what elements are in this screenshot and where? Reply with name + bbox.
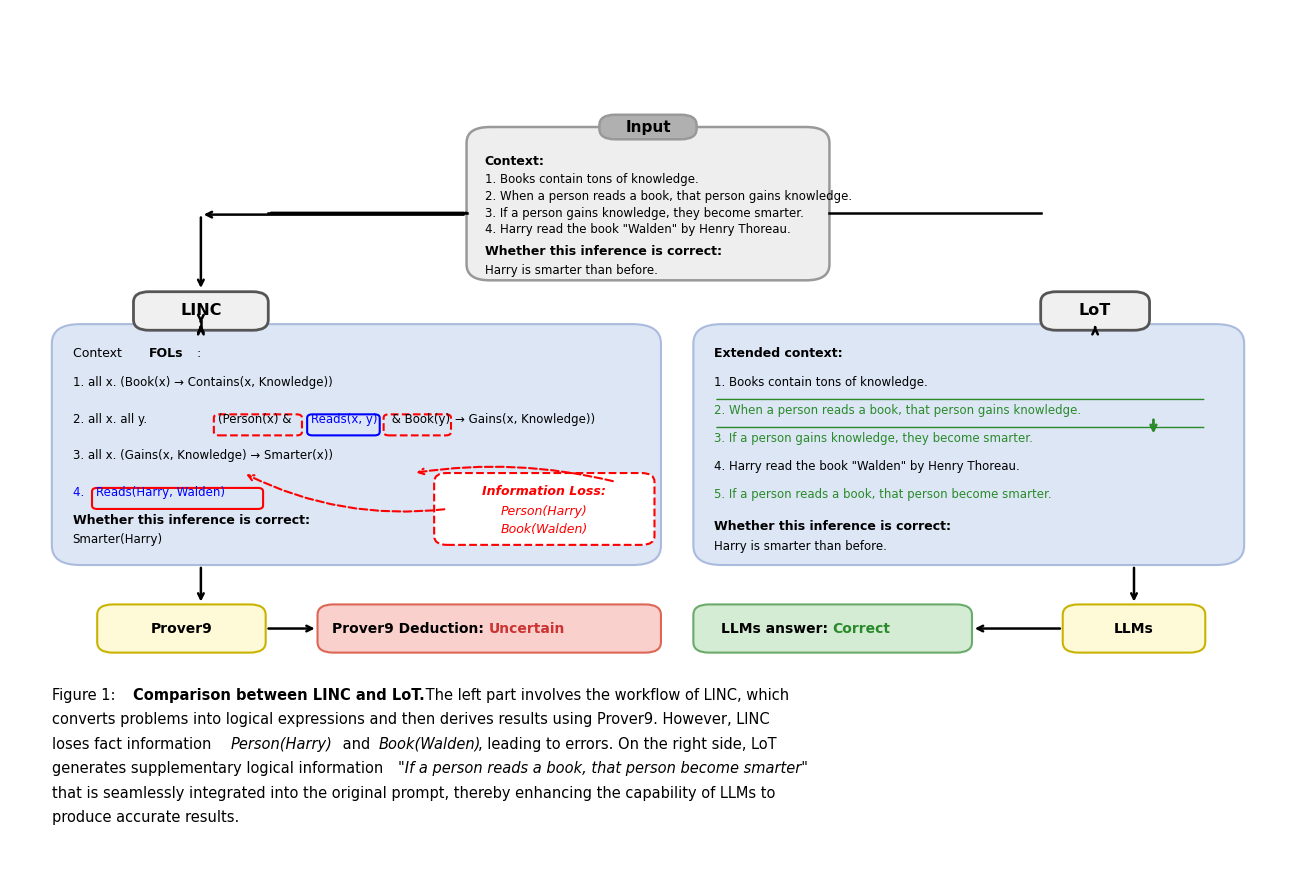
- Text: & Book(y): & Book(y): [388, 413, 450, 426]
- FancyBboxPatch shape: [1063, 604, 1205, 653]
- Text: Whether this inference is correct:: Whether this inference is correct:: [485, 245, 722, 258]
- Text: LoT: LoT: [1080, 303, 1111, 319]
- Text: 2. all x. all y.: 2. all x. all y.: [73, 413, 150, 426]
- Text: Uncertain: Uncertain: [490, 622, 565, 635]
- Text: Information Loss:: Information Loss:: [482, 485, 607, 498]
- Text: LLMs: LLMs: [1115, 622, 1153, 635]
- FancyBboxPatch shape: [133, 292, 268, 330]
- Text: FOLs: FOLs: [149, 347, 184, 360]
- Text: and: and: [338, 737, 375, 752]
- Text: 1. Books contain tons of knowledge.: 1. Books contain tons of knowledge.: [485, 173, 699, 187]
- Text: Whether this inference is correct:: Whether this inference is correct:: [73, 514, 310, 527]
- Text: Harry is smarter than before.: Harry is smarter than before.: [485, 264, 657, 277]
- FancyBboxPatch shape: [693, 604, 972, 653]
- Text: :: :: [193, 347, 201, 360]
- Text: 4. Harry read the book "Walden" by Henry Thoreau.: 4. Harry read the book "Walden" by Henry…: [714, 460, 1020, 473]
- Text: 5. If a person reads a book, that person become smarter.: 5. If a person reads a book, that person…: [714, 488, 1052, 501]
- Text: LINC: LINC: [180, 303, 222, 319]
- Text: Figure 1:: Figure 1:: [52, 688, 121, 703]
- FancyBboxPatch shape: [318, 604, 661, 653]
- Text: Whether this inference is correct:: Whether this inference is correct:: [714, 520, 951, 533]
- Text: Prover9 Deduction:: Prover9 Deduction:: [333, 622, 490, 635]
- Text: that is seamlessly integrated into the original prompt, thereby enhancing the ca: that is seamlessly integrated into the o…: [52, 786, 775, 801]
- Text: Book(Walden): Book(Walden): [500, 523, 588, 536]
- FancyBboxPatch shape: [434, 473, 654, 545]
- Text: LLMs answer:: LLMs answer:: [721, 622, 832, 635]
- Text: Reads(Harry, Walden): Reads(Harry, Walden): [96, 486, 226, 499]
- Text: Correct: Correct: [832, 622, 890, 635]
- Text: 2. When a person reads a book, that person gains knowledge.: 2. When a person reads a book, that pers…: [714, 404, 1081, 417]
- FancyBboxPatch shape: [467, 127, 829, 280]
- Text: Context:: Context:: [485, 155, 544, 168]
- FancyBboxPatch shape: [52, 324, 661, 565]
- Text: Input: Input: [625, 119, 671, 135]
- Text: 1. Books contain tons of knowledge.: 1. Books contain tons of knowledge.: [714, 376, 928, 389]
- Text: Person(Harry): Person(Harry): [231, 737, 333, 752]
- Text: 4.: 4.: [73, 486, 88, 499]
- Text: Smarter(Harry): Smarter(Harry): [73, 533, 163, 547]
- Text: Harry is smarter than before.: Harry is smarter than before.: [714, 540, 886, 553]
- Text: 4. Harry read the book "Walden" by Henry Thoreau.: 4. Harry read the book "Walden" by Henry…: [485, 223, 791, 237]
- Text: converts problems into logical expressions and then derives results using Prover: converts problems into logical expressio…: [52, 712, 770, 727]
- Text: Extended context:: Extended context:: [714, 347, 842, 360]
- Text: 1. all x. (Book(x) → Contains(x, Knowledge)): 1. all x. (Book(x) → Contains(x, Knowled…: [73, 376, 332, 389]
- Text: The left part involves the workflow of LINC, which: The left part involves the workflow of L…: [421, 688, 789, 703]
- Text: 3. all x. (Gains(x, Knowledge) → Smarter(x)): 3. all x. (Gains(x, Knowledge) → Smarter…: [73, 449, 333, 463]
- Text: Context: Context: [73, 347, 126, 360]
- Text: "If a person reads a book, that person become smarter": "If a person reads a book, that person b…: [398, 761, 807, 776]
- Text: (Person(x) &: (Person(x) &: [218, 413, 295, 426]
- Text: generates supplementary logical information: generates supplementary logical informat…: [52, 761, 388, 776]
- FancyBboxPatch shape: [97, 604, 266, 653]
- FancyBboxPatch shape: [599, 115, 697, 139]
- Text: produce accurate results.: produce accurate results.: [52, 810, 238, 825]
- Text: 3. If a person gains knowledge, they become smarter.: 3. If a person gains knowledge, they bec…: [485, 207, 804, 220]
- Text: Reads(x, y): Reads(x, y): [311, 413, 377, 426]
- Text: Book(Walden): Book(Walden): [378, 737, 481, 752]
- Text: 3. If a person gains knowledge, they become smarter.: 3. If a person gains knowledge, they bec…: [714, 432, 1033, 445]
- FancyBboxPatch shape: [1041, 292, 1150, 330]
- Text: → Gains(x, Knowledge)): → Gains(x, Knowledge)): [455, 413, 595, 426]
- Text: Prover9: Prover9: [150, 622, 213, 635]
- FancyBboxPatch shape: [693, 324, 1244, 565]
- Text: loses fact information: loses fact information: [52, 737, 216, 752]
- Text: Person(Harry): Person(Harry): [502, 505, 587, 518]
- Text: Comparison between LINC and LoT.: Comparison between LINC and LoT.: [133, 688, 425, 703]
- Text: , leading to errors. On the right side, LoT: , leading to errors. On the right side, …: [478, 737, 776, 752]
- Text: 2. When a person reads a book, that person gains knowledge.: 2. When a person reads a book, that pers…: [485, 190, 851, 203]
